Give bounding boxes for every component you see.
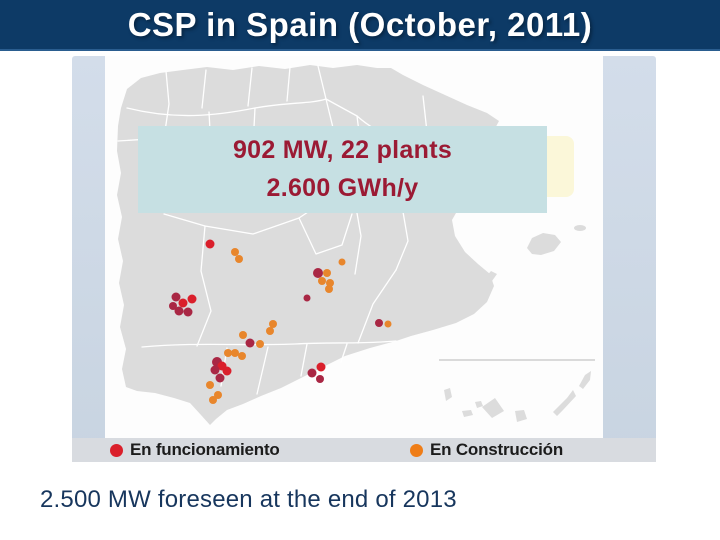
plant-operating-dot: [375, 319, 383, 327]
plant-construction-dot: [209, 396, 217, 404]
plant-operating-dot: [210, 365, 220, 375]
plant-construction-dot: [231, 349, 239, 357]
plant-construction-dot: [256, 340, 264, 348]
plant-construction-dot: [269, 320, 277, 328]
canary-islands: [444, 371, 591, 422]
plant-construction-dot: [326, 279, 334, 287]
plant-operating-dot: [171, 292, 181, 302]
balearic-islands: [485, 225, 586, 281]
legend-item-operating: En funcionamiento: [110, 438, 280, 462]
plant-operating-dot: [316, 362, 326, 372]
map-legend: En funcionamiento En Construcción: [72, 438, 656, 462]
plant-operating-dot: [183, 307, 193, 317]
plant-construction-dot: [384, 320, 392, 328]
operating-dot-icon: [110, 443, 123, 457]
plant-operating-dot: [215, 373, 225, 383]
plant-construction-dot: [231, 248, 239, 256]
plant-operating-dot: [169, 302, 177, 310]
plant-construction-dot: [323, 269, 331, 277]
generation-line: 2.600 GWh/y: [266, 174, 419, 203]
plant-construction-dot: [235, 255, 243, 263]
plant-construction-dot: [224, 349, 232, 357]
plant-construction-dot: [206, 381, 214, 389]
legend-construction-label: En Construcción: [430, 440, 564, 459]
plant-operating-dot: [303, 294, 311, 302]
plant-construction-dot: [238, 352, 246, 360]
spain-map-svg: [117, 65, 595, 425]
capacity-line: 902 MW, 22 plants: [232, 135, 453, 164]
slide-title-bar: CSP in Spain (October, 2011): [0, 0, 720, 51]
plant-construction-dot: [318, 277, 326, 285]
plant-construction-dot: [239, 331, 247, 339]
construction-dot-icon: [410, 443, 423, 457]
forecast-note: 2.500 MW foreseen at the end of 2013: [40, 486, 457, 513]
plant-operating-dot: [222, 366, 232, 376]
plant-dots: [169, 239, 392, 404]
plant-operating-dot: [187, 294, 197, 304]
legend-item-construction: En Construcción: [410, 438, 563, 462]
plant-operating-dot: [174, 306, 184, 316]
map-image: 902 MW, 22 plants 2.600 GWh/y: [105, 56, 603, 438]
capacity-callout: 902 MW, 22 plants 2.600 GWh/y: [138, 126, 547, 213]
plant-operating-dot: [316, 375, 324, 383]
plant-construction-dot: [325, 285, 333, 293]
plant-construction-dot: [266, 327, 274, 335]
slide-title: CSP in Spain (October, 2011): [127, 5, 593, 43]
plant-operating-dot: [313, 268, 323, 278]
plant-operating-dot: [245, 338, 255, 348]
map-frame: 902 MW, 22 plants 2.600 GWh/y En funcion…: [72, 56, 656, 462]
legend-operating-label: En funcionamiento: [130, 440, 280, 459]
plant-operating-dot: [307, 368, 317, 378]
plant-operating-dot: [205, 239, 215, 249]
plant-operating-dot: [178, 298, 188, 308]
plant-construction-dot: [214, 391, 222, 399]
plant-construction-dot: [338, 258, 346, 266]
